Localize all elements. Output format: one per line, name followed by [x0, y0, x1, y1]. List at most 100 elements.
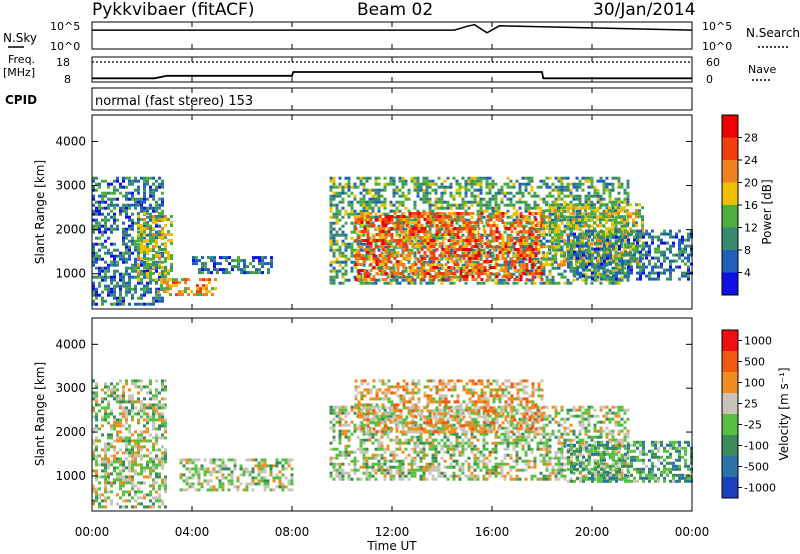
heatmap-cell — [455, 221, 459, 225]
heatmap-cell — [506, 260, 510, 264]
heatmap-cell — [98, 281, 101, 285]
heatmap-cell — [596, 251, 600, 255]
heatmap-cell — [429, 266, 433, 269]
heatmap-cell — [512, 272, 516, 276]
heatmap-cell — [429, 257, 433, 260]
heatmap-cell — [432, 251, 436, 254]
heatmap-cell — [600, 247, 603, 251]
heatmap-cell — [584, 263, 587, 267]
heatmap-cell — [104, 505, 107, 509]
heatmap-cell — [408, 212, 412, 215]
heatmap-cell — [369, 251, 373, 254]
heatmap-cell — [329, 242, 333, 246]
heatmap-cell — [618, 235, 621, 239]
heatmap-cell — [431, 182, 435, 186]
heatmap-cell — [170, 233, 173, 236]
heatmap-cell — [341, 272, 345, 276]
heatmap-cell — [630, 265, 633, 269]
heatmap-cell — [143, 191, 146, 195]
heatmap-cell — [587, 176, 591, 180]
heatmap-cell — [572, 248, 575, 252]
heatmap-cell — [428, 209, 432, 213]
heatmap-cell — [363, 215, 367, 218]
heatmap-cell — [584, 212, 588, 216]
heatmap-cell — [122, 493, 125, 497]
heatmap-cell — [131, 194, 134, 198]
heatmap-cell — [545, 194, 549, 198]
heatmap-cell — [480, 278, 484, 281]
heatmap-cell — [453, 212, 457, 215]
heatmap-cell — [122, 439, 125, 443]
heatmap-cell — [491, 245, 495, 249]
heatmap-cell — [461, 215, 465, 219]
heatmap-cell — [422, 200, 426, 204]
heatmap-cell — [602, 242, 606, 246]
heatmap-cell — [149, 469, 152, 473]
heatmap-cell — [149, 406, 152, 410]
heatmap-cell — [578, 179, 582, 183]
heatmap-cell — [347, 194, 351, 198]
heatmap-cell — [465, 260, 469, 263]
heatmap-cell — [92, 457, 95, 461]
heatmap-cell — [678, 253, 681, 257]
heatmap-cell — [128, 493, 131, 497]
heatmap-cell — [261, 271, 264, 275]
heatmap-cell — [413, 254, 417, 258]
heatmap-cell — [356, 260, 360, 264]
colorbar-segment — [722, 160, 738, 183]
heatmap-cell — [494, 191, 498, 195]
heatmap-cell — [666, 232, 669, 236]
heatmap-cell — [140, 415, 143, 419]
heatmap-cell — [104, 224, 107, 228]
heatmap-cell — [122, 281, 125, 285]
heatmap-cell — [609, 232, 612, 236]
heatmap-cell — [137, 185, 140, 189]
heatmap-cell — [92, 448, 95, 452]
heatmap-cell — [588, 229, 591, 233]
heatmap-cell — [158, 415, 161, 419]
heatmap-cell — [605, 230, 609, 234]
heatmap-cell — [161, 233, 164, 236]
heatmap-cell — [119, 412, 122, 416]
heatmap-cell — [158, 448, 161, 452]
heatmap-cell — [98, 194, 101, 198]
heatmap-cell — [416, 272, 420, 276]
heatmap-cell — [603, 274, 606, 278]
heatmap-cell — [92, 185, 95, 189]
heatmap-cell — [669, 271, 672, 275]
heatmap-cell — [140, 481, 143, 485]
heatmap-cell — [417, 230, 421, 233]
heatmap-cell — [557, 263, 560, 267]
heatmap-cell — [363, 248, 367, 251]
heatmap-cell — [332, 221, 336, 225]
heatmap-cell — [416, 275, 420, 279]
heatmap-cell — [104, 496, 107, 500]
heatmap-cell — [128, 400, 131, 404]
heatmap-cell — [417, 251, 421, 254]
heatmap-cell — [411, 251, 415, 254]
heatmap-cell — [335, 230, 339, 234]
heatmap-cell — [626, 221, 630, 225]
heatmap-cell — [164, 248, 167, 251]
heatmap-cell — [386, 275, 390, 279]
heatmap-cell — [338, 176, 342, 180]
heatmap-cell — [488, 239, 492, 243]
heatmap-cell — [369, 239, 373, 242]
heatmap-cell — [137, 400, 140, 404]
heatmap-cell — [459, 248, 463, 251]
heatmap-cell — [152, 278, 155, 282]
heatmap-cell — [338, 218, 342, 222]
heatmap-cell — [205, 287, 208, 291]
heatmap-cell — [158, 427, 161, 431]
heatmap-cell — [107, 227, 110, 231]
heatmap-cell — [137, 433, 140, 437]
heatmap-cell — [477, 275, 481, 278]
heatmap-cell — [104, 299, 107, 303]
heatmap-cell — [627, 271, 630, 275]
heatmap-cell — [518, 218, 522, 222]
heatmap-cell — [462, 257, 466, 260]
heatmap-cell — [368, 236, 372, 240]
heatmap-cell — [648, 244, 651, 248]
heatmap-cell — [237, 262, 240, 266]
heatmap-cell — [158, 182, 161, 186]
